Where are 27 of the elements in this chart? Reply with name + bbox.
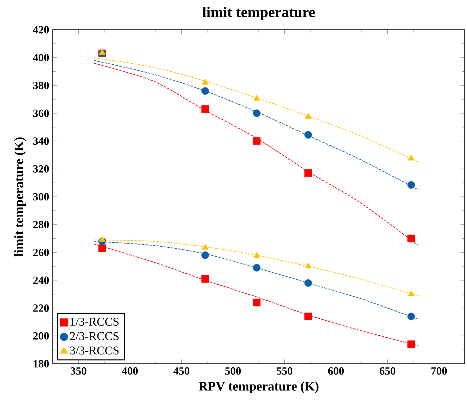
y-tick-label: 400 — [33, 54, 50, 62]
y-tick-label: 280 — [33, 221, 50, 229]
y-axis-title: limit temperature (K) — [14, 138, 26, 257]
x-axis-title: RPV temperature (K) — [198, 382, 319, 394]
chart-title: limit temperature — [202, 6, 316, 21]
y-tick-label: 340 — [33, 138, 50, 146]
x-tick-label: 450 — [174, 368, 190, 375]
y-tick-label: 320 — [33, 165, 50, 173]
x-tick-label: 400 — [122, 368, 138, 375]
y-tick-label: 380 — [33, 82, 50, 90]
y-tick-label: 300 — [33, 193, 50, 201]
y-tick-label: 220 — [33, 304, 50, 312]
y-tick-label: 260 — [33, 248, 50, 256]
legend-label: 2/3-RCCS — [70, 332, 119, 340]
x-tick-label: 600 — [328, 368, 344, 375]
y-tick-label: 180 — [34, 360, 50, 368]
x-tick-label: 550 — [276, 368, 293, 375]
x-tick-label: 700 — [432, 368, 448, 375]
y-tick-label: 420 — [33, 26, 50, 34]
x-tick-label: 350 — [70, 368, 87, 375]
y-tick-label: 240 — [33, 276, 50, 284]
y-tick-label: 200 — [33, 332, 50, 340]
y-tick-label: 360 — [33, 110, 50, 118]
x-tick-label: 650 — [380, 368, 396, 375]
x-tick-label: 500 — [225, 368, 242, 375]
legend-label: 1/3-RCCS — [70, 318, 119, 326]
legend-label: 3/3-RCCS — [70, 346, 119, 355]
